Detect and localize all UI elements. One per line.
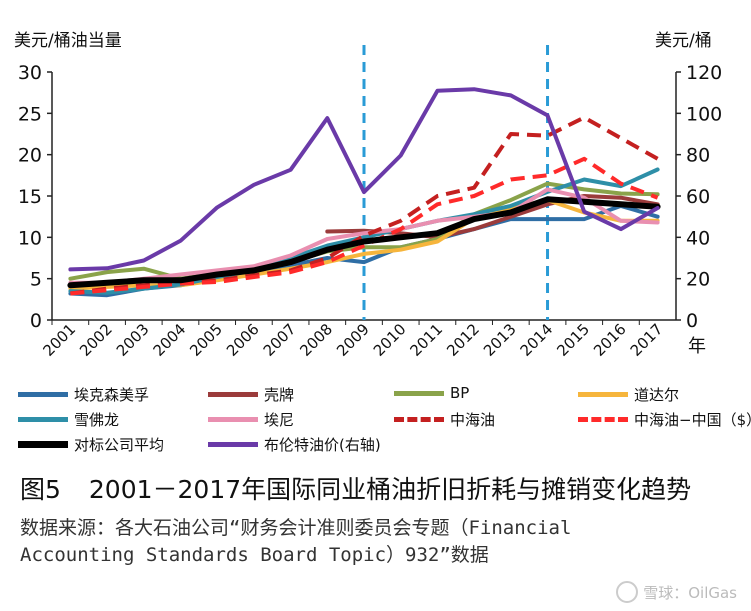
legend: 埃克森美孚 壳牌 BP 道达尔雪佛龙 埃尼 中海油 中海油−中国（$） 对标公司平均 布伦特油价… bbox=[18, 384, 751, 460]
legend-label: 埃克森美孚 bbox=[74, 386, 150, 404]
legend-label: 中海油−中国（$） bbox=[634, 411, 751, 429]
legend-swatch bbox=[578, 417, 628, 422]
reference-lines bbox=[362, 45, 550, 320]
legend-swatch bbox=[18, 417, 68, 422]
legend-item: 中海油 bbox=[394, 409, 495, 430]
left-tick-label: 5 bbox=[30, 269, 42, 291]
legend-item: 埃尼 bbox=[208, 409, 294, 430]
x-tick-label: 2011 bbox=[407, 320, 447, 360]
x-tick-label: 2009 bbox=[333, 320, 373, 360]
legend-label: 中海油 bbox=[450, 411, 496, 429]
legend-label: 壳牌 bbox=[264, 386, 295, 404]
legend-label: 对标公司平均 bbox=[74, 436, 165, 454]
legend-swatch bbox=[208, 442, 258, 447]
x-tick-label: 2008 bbox=[296, 320, 336, 360]
x-tick-label: 2007 bbox=[260, 320, 300, 360]
legend-item: 中海油−中国（$） bbox=[578, 409, 751, 430]
left-axis-unit: 美元/桶油当量 bbox=[14, 31, 122, 51]
legend-item: 对标公司平均 bbox=[18, 434, 164, 455]
x-tick-label: 2006 bbox=[223, 320, 263, 360]
right-tick-label: 80 bbox=[686, 145, 710, 167]
left-tick-label: 25 bbox=[18, 103, 42, 125]
legend-item: 雪佛龙 bbox=[18, 409, 119, 430]
snowball-logo-icon bbox=[616, 581, 639, 603]
series-layer bbox=[67, 87, 661, 298]
x-tick-label: 2017 bbox=[627, 320, 667, 360]
x-tick-label: 2001 bbox=[39, 320, 79, 360]
series-line-8 bbox=[67, 196, 661, 289]
right-tick-label: 40 bbox=[686, 227, 710, 249]
series-line-7 bbox=[70, 156, 659, 296]
x-axis-unit: 年 bbox=[688, 336, 706, 357]
line-chart: 0510152025300204060801001202001200220032… bbox=[18, 45, 722, 360]
x-tick-label: 2005 bbox=[186, 320, 226, 360]
left-tick-label: 30 bbox=[18, 62, 42, 84]
legend-label: BP bbox=[450, 384, 470, 402]
legend-swatch bbox=[394, 390, 444, 396]
legend-label: 道达尔 bbox=[634, 386, 680, 404]
legend-swatch bbox=[208, 417, 258, 422]
x-tick-label: 2013 bbox=[480, 320, 520, 360]
right-axis-unit: 美元/桶 bbox=[655, 31, 712, 51]
left-tick-label: 0 bbox=[30, 310, 42, 332]
x-tick-label: 2014 bbox=[517, 320, 557, 360]
legend-item: 壳牌 bbox=[208, 384, 294, 405]
legend-swatch bbox=[394, 417, 444, 422]
series-line-9 bbox=[68, 87, 660, 272]
x-tick-label: 2004 bbox=[150, 320, 190, 360]
x-tick-label: 2015 bbox=[553, 320, 593, 360]
legend-swatch bbox=[18, 441, 68, 448]
x-tick-label: 2016 bbox=[590, 320, 630, 360]
right-tick-label: 20 bbox=[686, 269, 710, 291]
right-tick-label: 60 bbox=[686, 186, 710, 208]
right-tick-label: 120 bbox=[686, 62, 722, 84]
legend-item: 布伦特油价(右轴) bbox=[208, 434, 381, 455]
watermark: 雪球：OilGas bbox=[616, 581, 737, 603]
source-note: 数据来源：各大石油公司“财务会计准则委员会专题（Financial Accoun… bbox=[20, 515, 735, 569]
legend-item: 道达尔 bbox=[578, 384, 679, 405]
right-tick-label: 0 bbox=[686, 310, 698, 332]
x-tick-label: 2003 bbox=[113, 320, 153, 360]
legend-label: 埃尼 bbox=[264, 411, 295, 429]
watermark-text: 雪球：OilGas bbox=[643, 583, 737, 602]
left-tick-label: 15 bbox=[18, 186, 42, 208]
source-line-1: 数据来源：各大石油公司“财务会计准则委员会专题（Financial bbox=[20, 517, 572, 539]
figure-caption: 图5 2001－2017年国际同业桶油折旧折耗与摊销变化趋势 bbox=[20, 470, 691, 506]
figure-title: 2001－2017年国际同业桶油折旧折耗与摊销变化趋势 bbox=[88, 475, 692, 504]
legend-swatch bbox=[18, 392, 68, 397]
left-tick-label: 10 bbox=[18, 227, 42, 249]
legend-label: 雪佛龙 bbox=[74, 411, 120, 429]
legend-swatch bbox=[578, 392, 628, 397]
x-tick-label: 2002 bbox=[76, 320, 116, 360]
right-tick-label: 100 bbox=[686, 103, 722, 125]
legend-label: 布伦特油价(右轴) bbox=[264, 436, 381, 454]
x-tick-label: 2012 bbox=[443, 320, 483, 360]
series-line-5 bbox=[68, 187, 660, 285]
x-tick-label: 2010 bbox=[370, 320, 410, 360]
figure-label: 图5 bbox=[20, 475, 61, 504]
source-line-2: Accounting Standards Board Topic）932”数据 bbox=[20, 544, 489, 566]
legend-item: BP bbox=[394, 384, 469, 402]
legend-item: 埃克森美孚 bbox=[18, 384, 149, 405]
tick-labels: 0510152025300204060801001202001200220032… bbox=[18, 62, 722, 360]
legend-swatch bbox=[208, 392, 258, 397]
left-tick-label: 20 bbox=[18, 145, 42, 167]
